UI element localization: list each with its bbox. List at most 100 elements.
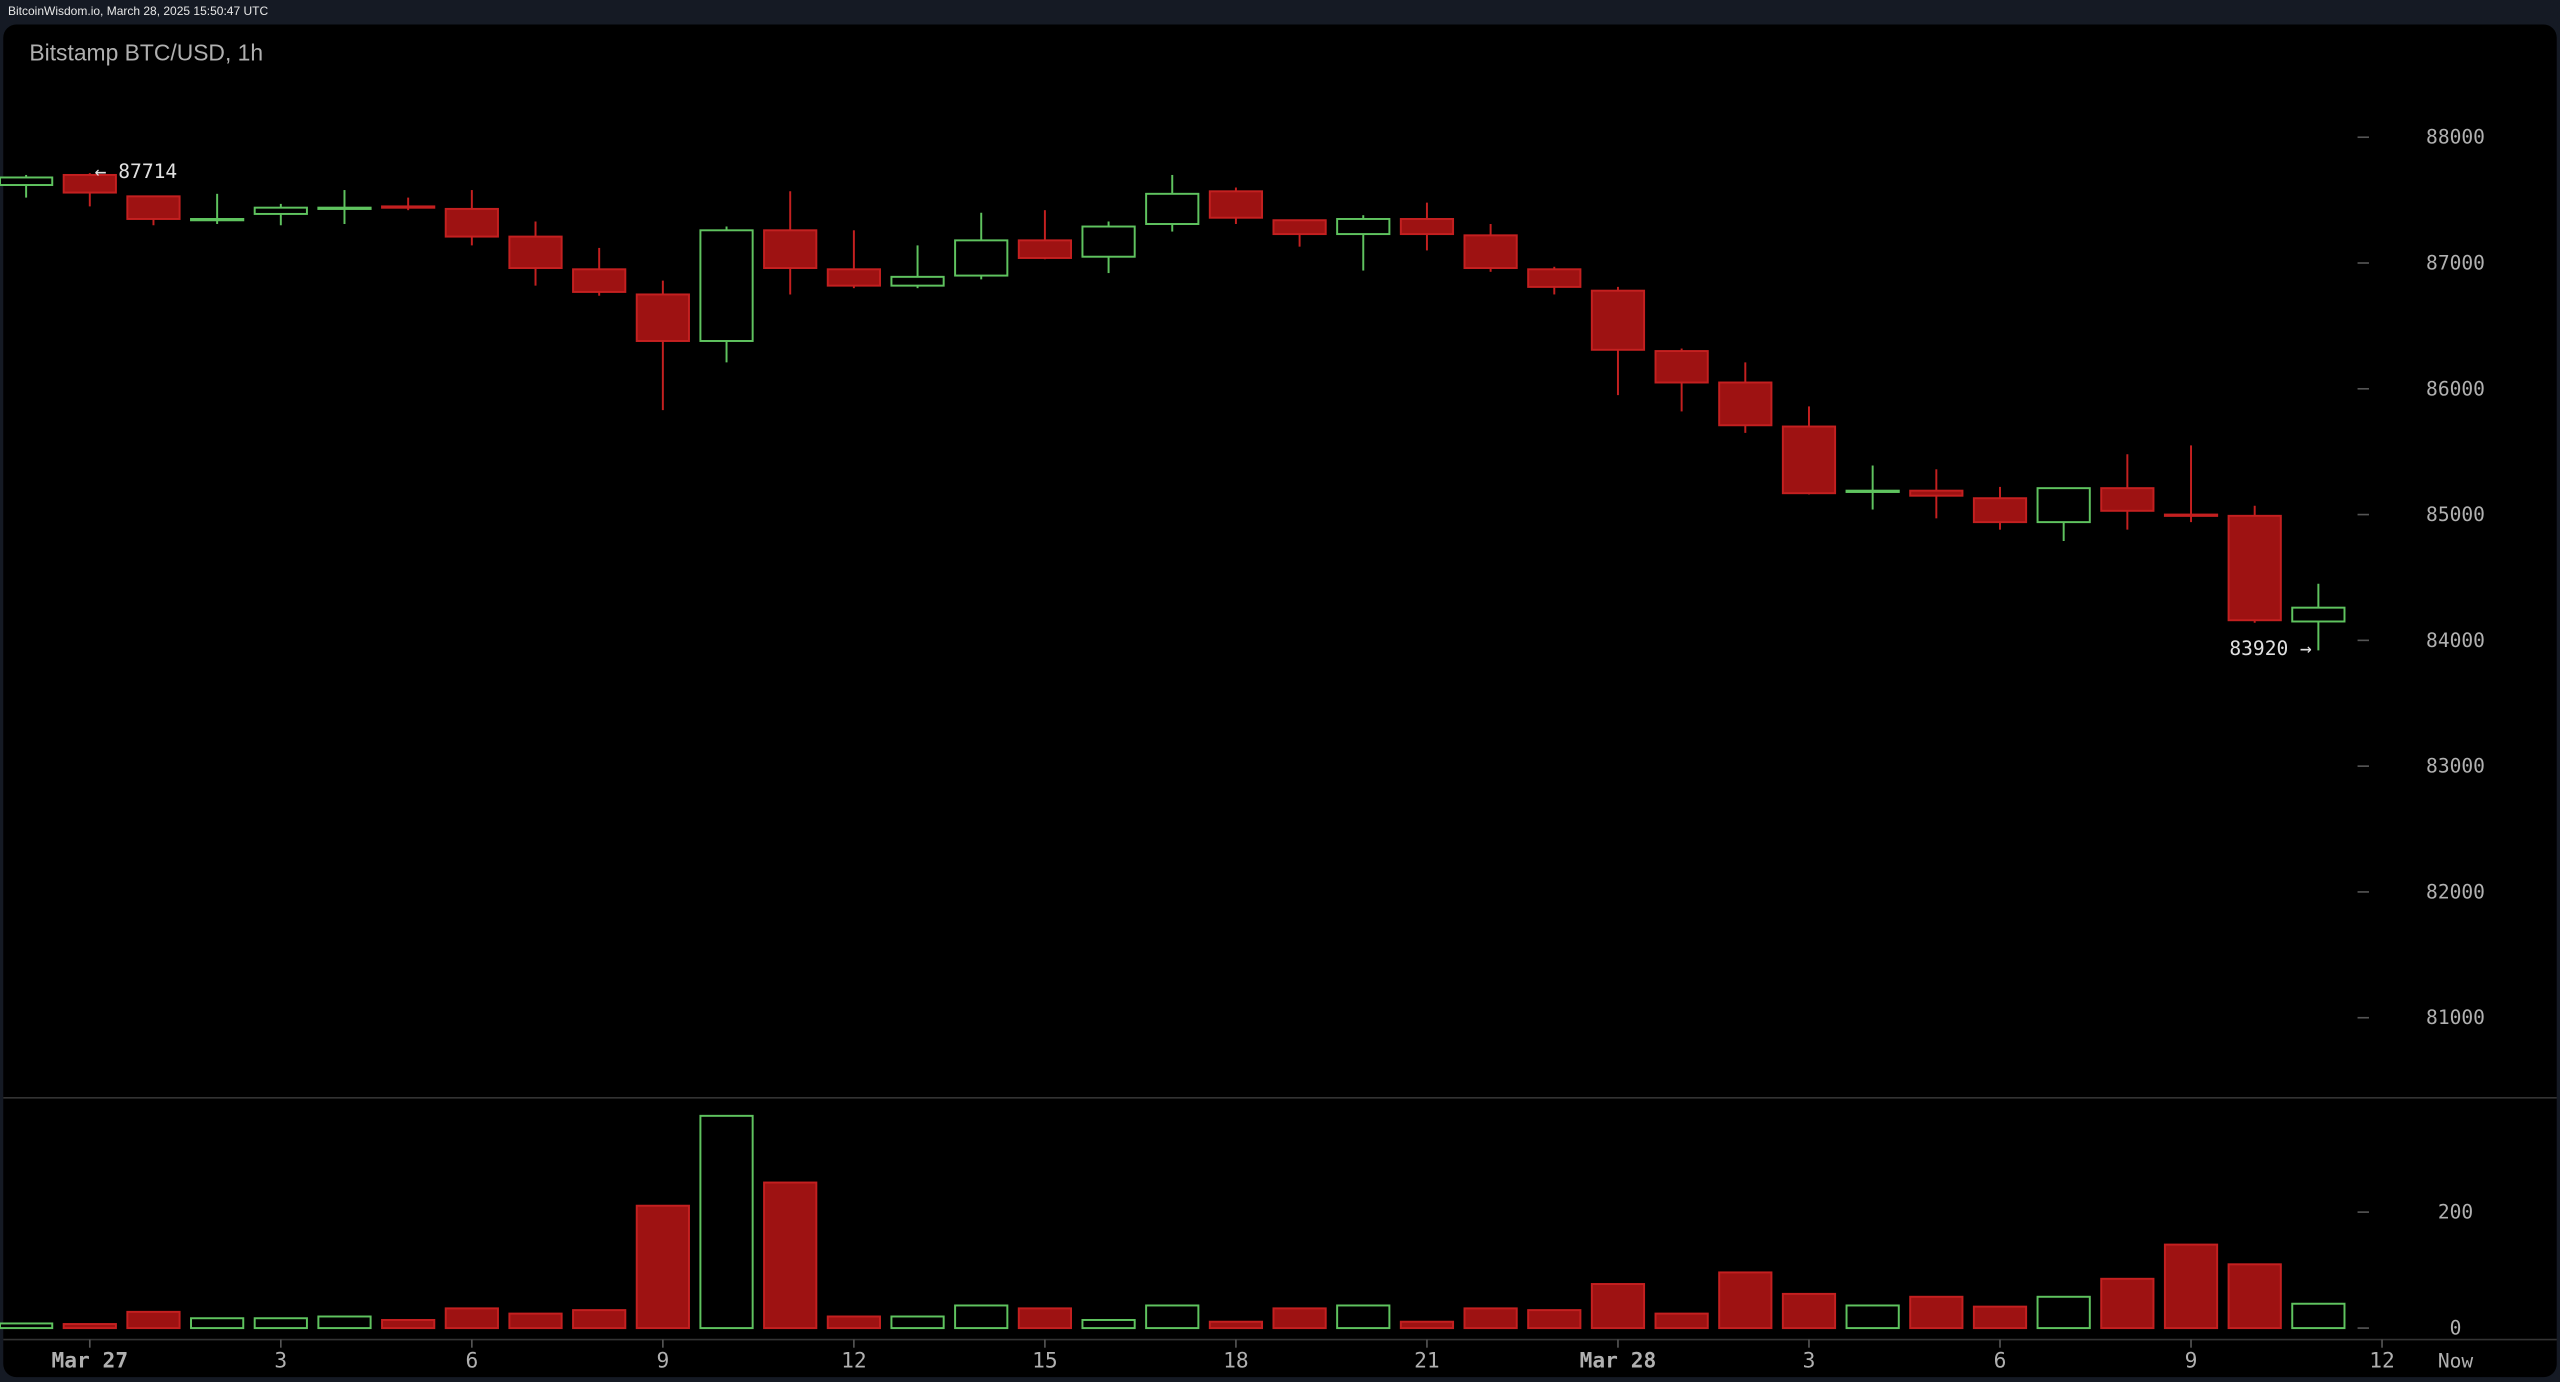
candle-up <box>954 239 1009 277</box>
volume-bar <box>1590 1283 1646 1330</box>
candle-up <box>1081 225 1136 258</box>
volume-bar <box>253 1317 308 1330</box>
candle-down <box>635 293 690 342</box>
y-tick-label: 85000 <box>2426 503 2485 526</box>
candle-up <box>1336 217 1391 236</box>
y-tick-label: 81000 <box>2426 1006 2485 1029</box>
volume-bar <box>635 1204 690 1330</box>
volume-bar <box>1972 1305 2028 1330</box>
candle-down <box>1654 350 1709 384</box>
y-tick-label: 84000 <box>2426 629 2485 652</box>
candle-down <box>1718 381 1773 427</box>
volume-bar <box>1272 1307 1327 1330</box>
candle-down <box>826 268 881 287</box>
candles <box>0 173 2346 651</box>
volume-bar <box>763 1181 818 1330</box>
x-tick-label: 9 <box>2185 1348 2198 1373</box>
candle-down <box>444 207 499 238</box>
volume-axis: 0 200 <box>2357 1201 2473 1340</box>
volume-bar <box>62 1323 117 1330</box>
volume-bar <box>826 1315 881 1330</box>
candle-down <box>2163 513 2219 517</box>
time-axis: Mar 27 3 6 9 12 15 18 21 Mar 28 3 6 9 12 <box>51 1339 2395 1373</box>
candle-down <box>1208 190 1264 219</box>
candle-down <box>1527 268 1582 288</box>
x-tick-label: 15 <box>1032 1348 1058 1373</box>
volume-bar <box>1845 1304 1900 1330</box>
candle-up <box>1145 192 1200 225</box>
volume-bar <box>1145 1304 1200 1330</box>
candle-down <box>1399 217 1455 236</box>
candle-up <box>1845 489 1900 493</box>
volume-bar <box>508 1312 563 1330</box>
y-tick-label: 86000 <box>2426 377 2485 400</box>
volume-bar <box>126 1310 181 1330</box>
y-tick-label: 88000 <box>2426 126 2485 149</box>
volume-bar <box>317 1315 372 1330</box>
volume-tick-label: 0 <box>2450 1317 2462 1340</box>
low-annotation: 83920 → <box>2229 637 2312 660</box>
volume-bar <box>954 1304 1009 1330</box>
candle-down <box>381 205 436 209</box>
candle-down <box>1972 497 2028 524</box>
x-tick-label: 6 <box>1994 1348 2007 1373</box>
volume-bar <box>2291 1302 2346 1330</box>
candle-up <box>2036 487 2091 524</box>
x-tick-label: 18 <box>1223 1348 1249 1373</box>
volume-bar <box>1463 1307 1518 1330</box>
candle-down <box>126 195 181 220</box>
candle-up <box>317 206 372 210</box>
volume-bars <box>0 1114 2346 1330</box>
chart-background <box>3 24 2557 1378</box>
volume-bar <box>2227 1263 2282 1330</box>
now-label: Now <box>2438 1349 2474 1372</box>
volume-bar <box>1336 1304 1391 1330</box>
volume-bar <box>1399 1320 1455 1330</box>
volume-bar <box>572 1309 627 1330</box>
x-tick-label: Mar 28 <box>1580 1348 1657 1373</box>
candle-down <box>2227 514 2282 622</box>
volume-bar <box>1718 1271 1773 1330</box>
candle-up <box>190 217 245 222</box>
chart-title: Bitstamp BTC/USD, 1h <box>29 39 263 65</box>
candle-down <box>2100 487 2155 512</box>
y-tick-label: 83000 <box>2426 755 2485 778</box>
volume-tick-label: 200 <box>2438 1201 2473 1224</box>
candle-up <box>699 229 754 342</box>
candle-down <box>1463 234 1518 270</box>
candle-down <box>1781 425 1837 495</box>
volume-bar <box>1781 1292 1837 1330</box>
volume-bar <box>1208 1320 1264 1330</box>
volume-bar <box>2100 1277 2155 1330</box>
high-annotation: ← 87714 <box>95 160 177 183</box>
candle-up <box>2291 606 2346 623</box>
price-axis: 81000 82000 83000 84000 85000 86000 87000 88000 <box>2357 126 2485 1029</box>
volume-bar <box>0 1322 54 1330</box>
candle-down <box>1017 239 1072 259</box>
candle-down <box>1590 289 1646 351</box>
candle-down <box>763 229 818 270</box>
volume-bar <box>1654 1312 1709 1330</box>
candle-up <box>890 275 945 287</box>
volume-bar <box>190 1317 245 1330</box>
volume-bar <box>381 1318 436 1330</box>
candle-down <box>1909 489 1964 497</box>
volume-bar <box>1527 1309 1582 1330</box>
y-tick-label: 87000 <box>2426 252 2485 275</box>
volume-bar <box>1017 1307 1072 1330</box>
candle-down <box>572 268 627 293</box>
volume-bar <box>890 1315 945 1330</box>
candle-down <box>62 173 117 194</box>
x-tick-label: 12 <box>841 1348 867 1373</box>
x-tick-label: 3 <box>1803 1348 1816 1373</box>
volume-bar <box>444 1307 499 1330</box>
candle-down <box>1272 219 1327 236</box>
candle-down <box>508 235 563 270</box>
x-tick-label: 9 <box>656 1348 669 1373</box>
y-tick-label: 82000 <box>2426 880 2485 903</box>
x-tick-label: 6 <box>465 1348 478 1373</box>
x-tick-label: 21 <box>1414 1348 1440 1373</box>
volume-bar <box>2036 1295 2091 1330</box>
volume-bar <box>699 1114 754 1330</box>
